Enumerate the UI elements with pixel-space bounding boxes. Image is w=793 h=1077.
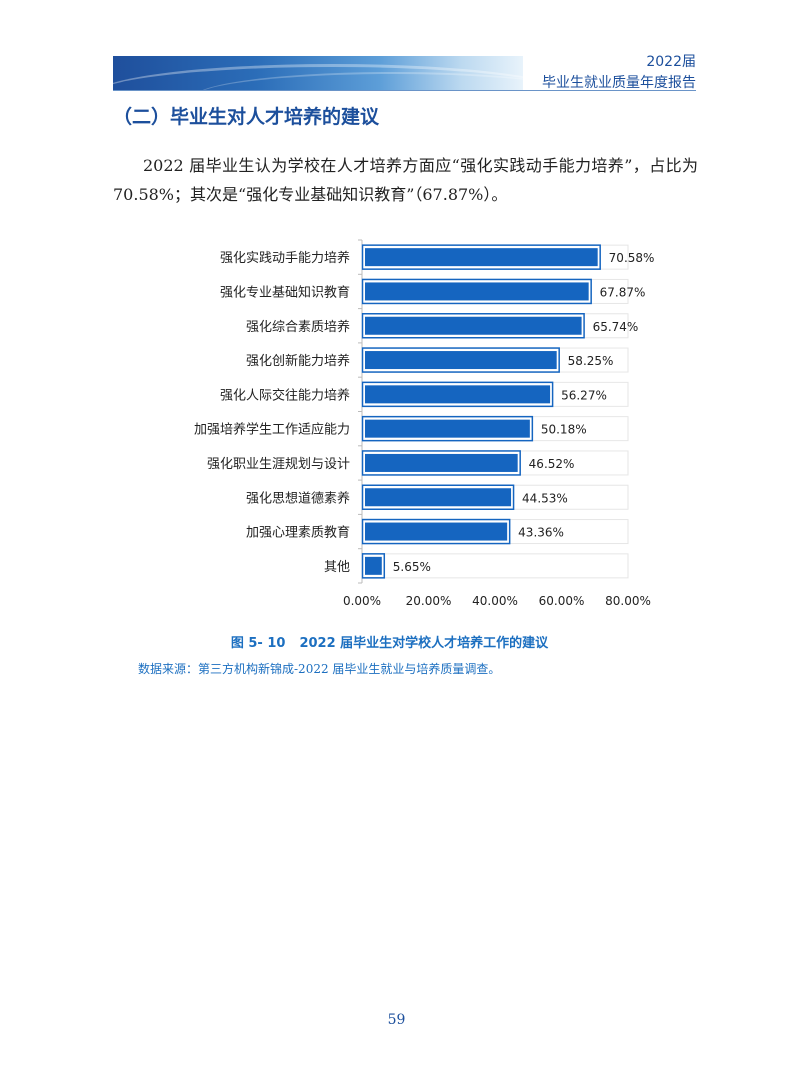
x-tick-label: 20.00%: [406, 594, 452, 608]
category-label: 强化人际交往能力培养: [220, 387, 350, 403]
section-title: （二）毕业生对人才培养的建议: [113, 106, 380, 128]
category-label: 强化思想道德素养: [246, 490, 350, 506]
category-label: 其他: [324, 560, 350, 575]
x-tick-label: 80.00%: [605, 594, 651, 608]
figure-number: 图 5- 10: [230, 636, 286, 651]
value-label: 58.25%: [568, 354, 614, 368]
value-label: 67.87%: [600, 285, 646, 299]
header-divider: [113, 90, 696, 91]
value-label: 65.74%: [593, 320, 639, 334]
bar: [365, 419, 530, 438]
header-banner: [113, 56, 523, 90]
bar: [365, 556, 382, 575]
page-number: 59: [387, 1012, 406, 1028]
value-label: 5.65%: [393, 560, 431, 574]
report-title: 毕业生就业质量年度报告: [542, 75, 696, 91]
value-label: 50.18%: [541, 423, 587, 437]
category-label: 强化专业基础知识教育: [220, 284, 350, 300]
value-label: 70.58%: [609, 251, 655, 265]
x-tick-label: 0.00%: [343, 594, 381, 608]
bar: [365, 248, 598, 267]
value-label: 56.27%: [561, 388, 607, 402]
bar: [365, 385, 551, 404]
x-tick-label: 60.00%: [539, 594, 585, 608]
bar: [365, 316, 582, 335]
category-label: 强化创新能力培养: [246, 353, 350, 369]
category-label: 强化职业生涯规划与设计: [207, 457, 350, 472]
value-label: 43.36%: [518, 526, 564, 540]
report-year: 2022届: [646, 54, 696, 70]
bar: [365, 282, 589, 301]
bar-chart: 强化实践动手能力培养 70.58% 强化专业基础知识教育 67.87% 强化综合素质培养…: [194, 239, 655, 608]
data-source: 数据来源：第三方机构新锦成-2022 届毕业生就业与培养质量调查。: [138, 662, 501, 676]
category-label: 加强心理素质教育: [246, 525, 350, 541]
bar: [365, 351, 557, 370]
category-label: 强化实践动手能力培养: [220, 250, 350, 266]
body-paragraph: 2022 届毕业生认为学校在人才培养方面应“强化实践动手能力培养”，占比为 70…: [113, 156, 698, 204]
bar: [365, 453, 518, 472]
category-label: 强化综合素质培养: [246, 319, 350, 335]
value-label: 44.53%: [522, 491, 568, 505]
bar: [365, 488, 512, 507]
figure-caption: 图 5- 10 2022 届毕业生对学校人才培养工作的建议: [0, 632, 793, 651]
bar: [365, 522, 508, 541]
x-tick-label: 40.00%: [472, 594, 518, 608]
category-label: 加强培养学生工作适应能力: [194, 422, 350, 438]
figure-caption-text: 2022 届毕业生对学校人才培养工作的建议: [299, 636, 549, 651]
value-label: 46.52%: [529, 457, 575, 471]
